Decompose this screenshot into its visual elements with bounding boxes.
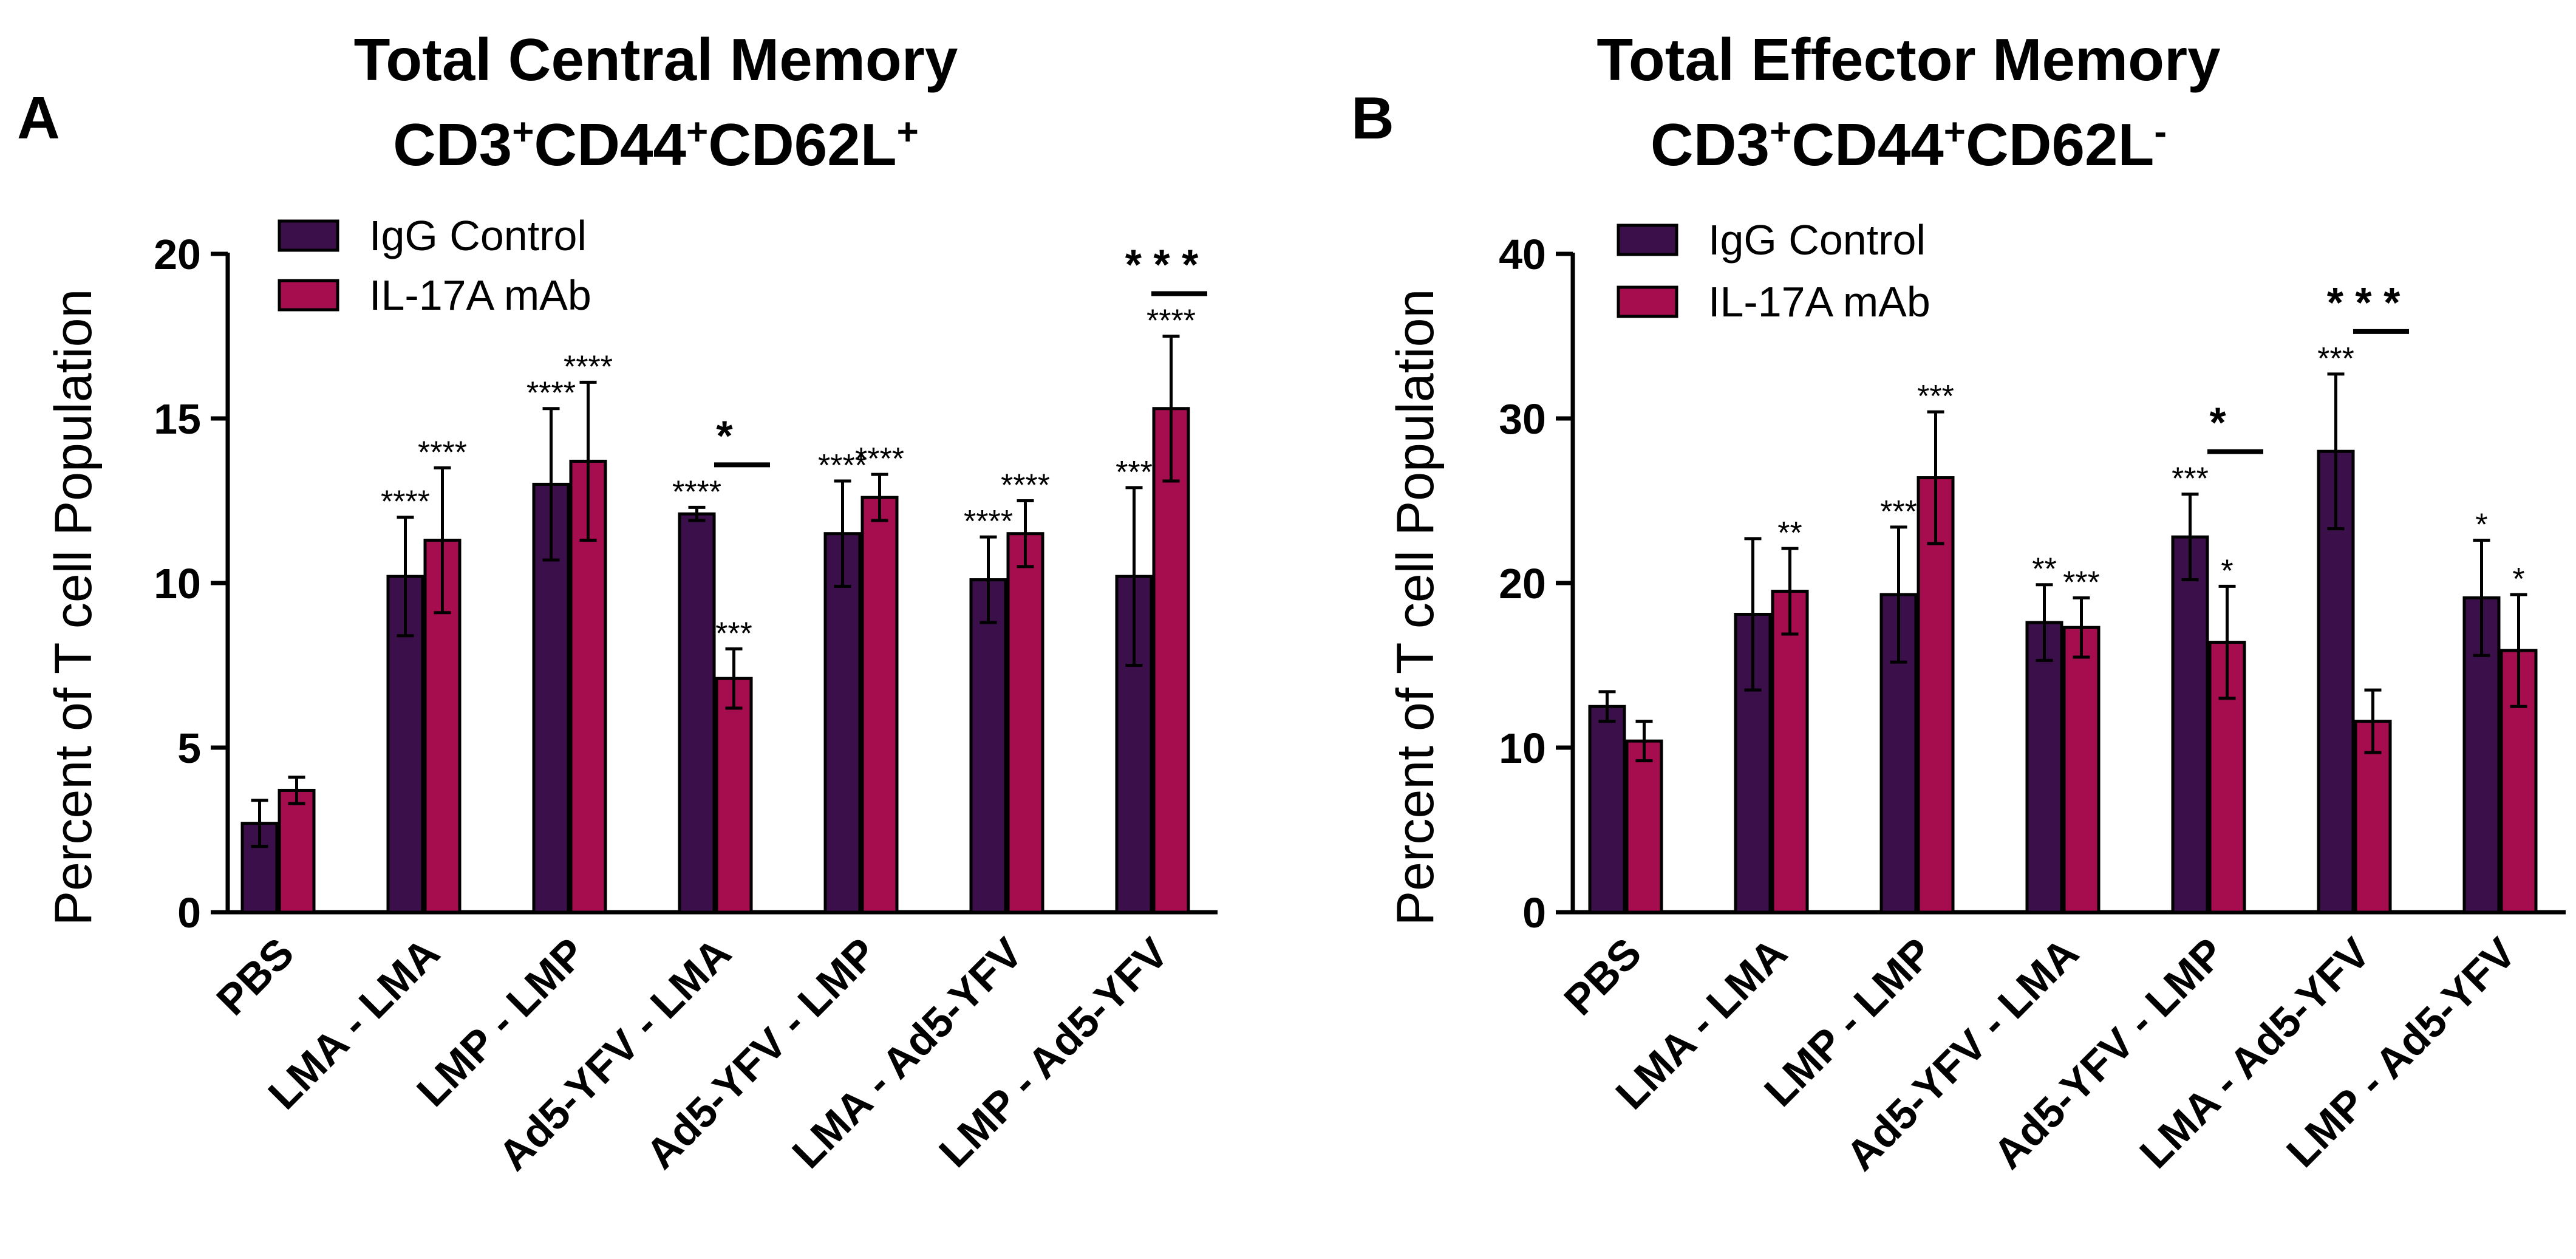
panel-b-chart: Percent of T cell Population 0 10 20 30 40 IgG… <box>1386 216 2566 1179</box>
y-axis-label: Percent of T cell Population <box>44 289 103 926</box>
significance-label: *** <box>1917 379 1954 414</box>
bar-il17a <box>1006 532 1044 914</box>
y-tick-label: 15 <box>154 395 201 443</box>
bar-il17a <box>278 788 316 914</box>
comparison-label: * <box>2209 399 2226 446</box>
panel-letter-b: B <box>1351 84 1394 151</box>
significance-label: **** <box>964 504 1013 539</box>
y-tick-label: 10 <box>154 560 201 607</box>
bar-il17a <box>715 677 753 914</box>
bar-igg <box>2171 535 2209 914</box>
bar-il17a <box>423 539 462 914</box>
y-tick-label: 10 <box>1499 725 1546 772</box>
y-tick-label: 30 <box>1499 395 1546 443</box>
comparison-label: * <box>716 412 733 459</box>
legend-swatch-il17a <box>278 279 339 312</box>
significance-label: **** <box>381 485 430 520</box>
significance-label: ** <box>1777 516 1802 551</box>
panel-letter-a: A <box>17 84 60 151</box>
bar-igg <box>2025 621 2063 914</box>
y-tick-label: 0 <box>1522 889 1546 937</box>
significance-label: **** <box>818 448 867 483</box>
significance-label: *** <box>715 616 752 651</box>
legend-swatch-igg <box>278 219 339 252</box>
significance-label: *** <box>1116 455 1153 490</box>
bar-igg <box>969 578 1007 914</box>
y-tick-label: 0 <box>177 889 201 937</box>
legend-swatch-igg <box>1617 223 1678 256</box>
category-label: PBS <box>208 929 303 1024</box>
bar-il17a <box>1771 590 1809 914</box>
significance-label: **** <box>564 349 613 384</box>
panel-b-title-line1: Total Effector Memory <box>1596 26 2220 93</box>
significance-label: *** <box>1880 494 1917 530</box>
bar-igg <box>823 532 862 914</box>
significance-label: *** <box>2317 341 2354 377</box>
bar-il17a <box>1625 739 1663 914</box>
panel-a-title-line2: CD3+CD44+CD62L+ <box>393 111 919 178</box>
legend-swatch-il17a <box>1617 285 1678 318</box>
panel-b-title-line2: CD3+CD44+CD62L- <box>1651 111 2167 178</box>
y-tick-label: 20 <box>1499 560 1546 607</box>
bar-il17a <box>1152 407 1190 914</box>
significance-label: **** <box>1001 468 1050 503</box>
bar-il17a <box>2062 626 2101 914</box>
significance-label: **** <box>1147 304 1196 339</box>
legend-label-igg: IgG Control <box>369 212 587 259</box>
y-tick-label: 40 <box>1499 231 1546 278</box>
legend-label-il17a: IL-17A mAb <box>369 271 591 319</box>
bar-il17a <box>860 496 899 914</box>
significance-label: *** <box>2172 462 2209 497</box>
bar-igg <box>1588 705 1626 914</box>
significance-label: * <box>2221 553 2233 589</box>
significance-label: **** <box>418 435 467 470</box>
significance-label: **** <box>855 442 904 477</box>
comparison-label: * * * <box>2327 279 2401 326</box>
y-axis-label: Percent of T cell Population <box>1386 289 1445 926</box>
y-tick-label: 20 <box>154 231 201 278</box>
comparison-label: * * * <box>1125 241 1199 288</box>
significance-label: **** <box>526 376 576 411</box>
significance-label: ** <box>2032 552 2056 587</box>
legend-label-igg: IgG Control <box>1708 216 1926 264</box>
significance-label: * <box>2512 562 2524 597</box>
bar-igg <box>678 512 716 914</box>
panel-a-title-line1: Total Central Memory <box>354 26 958 93</box>
significance-label: *** <box>2063 565 2100 600</box>
category-label: PBS <box>1555 929 1651 1024</box>
y-tick-label: 5 <box>177 725 201 772</box>
panel-a-chart: Percent of T cell Population 0 5 10 15 20 IgG … <box>44 212 1218 1179</box>
legend-label-il17a: IL-17A mAb <box>1708 278 1930 326</box>
significance-label: **** <box>672 474 721 510</box>
significance-label: * <box>2475 508 2487 543</box>
